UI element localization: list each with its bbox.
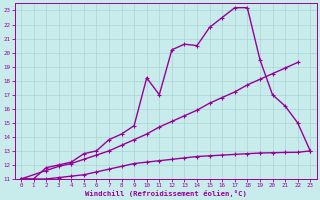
X-axis label: Windchill (Refroidissement éolien,°C): Windchill (Refroidissement éolien,°C) — [85, 190, 246, 197]
